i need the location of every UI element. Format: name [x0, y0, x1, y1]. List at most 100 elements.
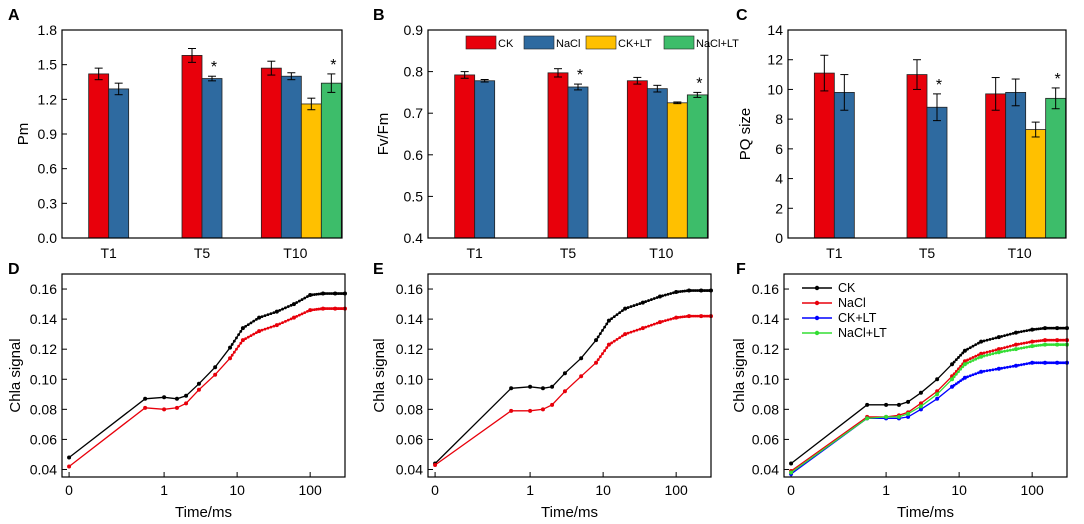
data-point [1013, 363, 1018, 368]
data-point [935, 396, 940, 401]
data-point [693, 314, 697, 318]
bar-nacl-t10 [646, 88, 668, 239]
data-point [1006, 345, 1009, 349]
data-point [278, 322, 282, 326]
legend-swatch-nacl-lt [663, 35, 695, 50]
bar-nacl-t10 [280, 75, 302, 239]
data-point [655, 321, 659, 325]
data-point [629, 330, 633, 334]
data-point [300, 298, 304, 301]
y-tick-label: 0.08 [752, 401, 779, 417]
data-point [994, 336, 998, 340]
data-point [996, 366, 1001, 371]
data-point [954, 382, 958, 386]
data-point [950, 377, 955, 382]
y-tick-label: 12 [767, 52, 783, 68]
y-tick-label: 0.06 [30, 431, 57, 447]
data-point [959, 364, 963, 368]
series-line-ck [434, 289, 711, 464]
data-point [968, 357, 972, 361]
panel-c: C 0 2 4 6 8 10 12 14 PQ size T1 * T5 * T10 [736, 7, 1067, 261]
y-tick-label: 0.14 [30, 311, 57, 327]
data-point [598, 332, 602, 336]
series-markers-ck [67, 291, 347, 460]
data-point [991, 337, 995, 341]
data-point [977, 371, 980, 375]
legend-swatch-nacl [523, 35, 555, 50]
data-point [1053, 361, 1057, 365]
data-point [621, 334, 624, 338]
data-point [596, 335, 600, 339]
legend-label: CK+LT [618, 38, 652, 50]
data-point [1025, 345, 1029, 349]
data-point [284, 306, 287, 310]
data-point [1017, 363, 1021, 367]
data-point [683, 289, 687, 293]
data-point [196, 381, 201, 386]
panel-e: E 0.04 0.06 0.08 0.10 0.12 0.14 0.16 0 1 10 100 Chla… [371, 261, 713, 521]
y-tick-label: 0.06 [396, 431, 423, 447]
data-point [657, 320, 662, 325]
data-point [789, 461, 794, 466]
data-point [1028, 340, 1031, 344]
y-axis-label: Chla signal [7, 338, 24, 412]
data-point [968, 360, 972, 364]
data-point [1017, 330, 1021, 334]
data-point [971, 356, 975, 359]
data-point [1041, 343, 1045, 347]
data-point [679, 315, 682, 319]
data-point [1063, 361, 1067, 365]
data-point [991, 368, 995, 372]
bar-ck-t5 [547, 72, 569, 239]
data-point [1035, 327, 1038, 331]
data-point [1003, 366, 1006, 370]
data-point [1053, 338, 1057, 342]
data-point [884, 402, 889, 407]
x-category-label: T1 [466, 245, 483, 261]
data-point [906, 399, 911, 404]
data-point [601, 328, 604, 332]
data-point [323, 292, 327, 295]
data-point [996, 335, 1001, 340]
plot-frame [427, 29, 709, 239]
panel-f: F 0.04 0.06 0.08 0.10 0.12 0.14 0.16 0 1 10 100 Chla… [731, 261, 1069, 521]
data-point [1008, 365, 1012, 369]
data-point [306, 309, 309, 313]
y-tick-label: 2 [775, 200, 783, 216]
y-tick-label: 1.5 [38, 57, 58, 73]
data-point [1053, 343, 1057, 347]
data-point [666, 318, 670, 322]
data-point [1017, 342, 1021, 346]
data-point [961, 365, 965, 369]
data-point [1051, 343, 1055, 347]
data-point [244, 337, 248, 341]
data-point [252, 319, 256, 323]
data-point [918, 401, 923, 406]
data-point [1051, 361, 1055, 365]
data-point [509, 386, 514, 391]
data-point [647, 324, 650, 328]
data-point [959, 353, 963, 357]
data-point [632, 329, 636, 333]
data-point [959, 367, 963, 371]
data-point [1063, 343, 1067, 347]
data-point [968, 346, 972, 350]
y-tick-label: 0.10 [396, 371, 423, 387]
data-point [266, 313, 270, 316]
data-point [966, 347, 970, 351]
data-point [974, 343, 978, 347]
bar-ck-lt-t10 [1025, 129, 1047, 239]
data-point [896, 414, 901, 419]
data-point [249, 321, 253, 325]
data-point [528, 408, 533, 413]
data-point [650, 298, 653, 301]
data-point [1045, 326, 1049, 330]
y-tick-label: 0.12 [396, 341, 423, 357]
series-markers-nacl-lt [789, 342, 1069, 475]
significance-marker: * [696, 75, 702, 92]
significance-marker: * [330, 57, 336, 74]
x-tick-label: 100 [664, 482, 688, 498]
data-point [994, 348, 998, 352]
data-point [1045, 338, 1049, 342]
